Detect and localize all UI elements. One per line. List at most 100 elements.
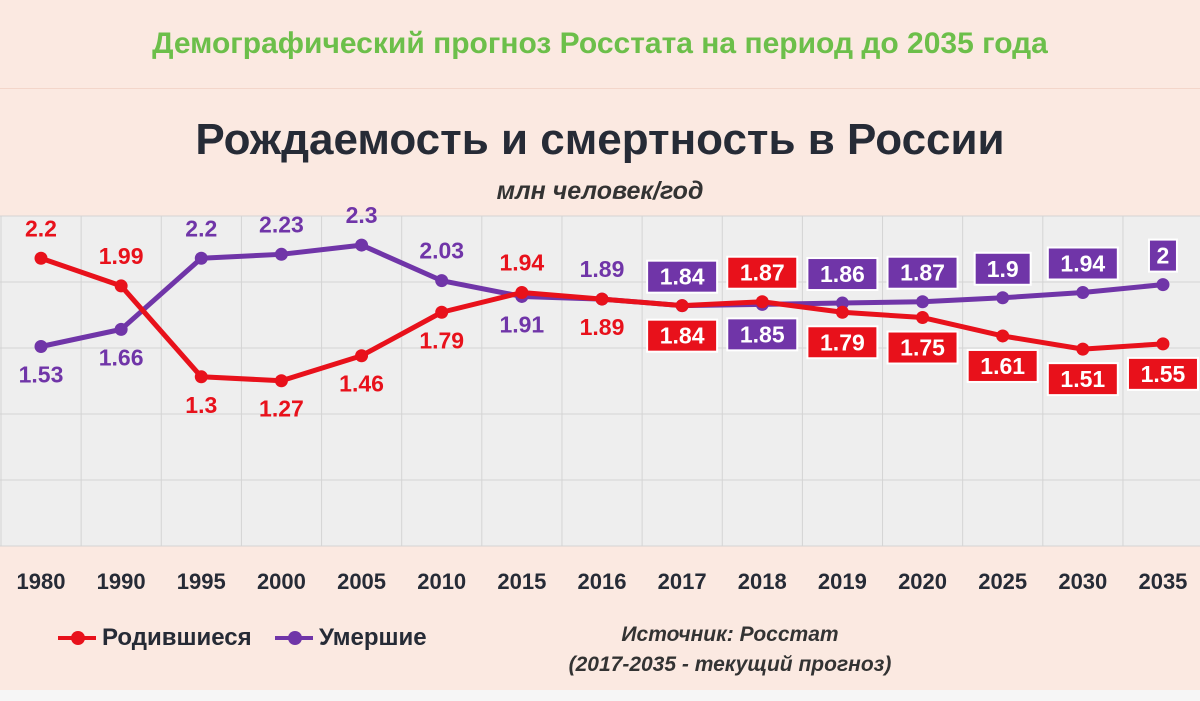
births-data-label: 1.84 (646, 318, 719, 353)
deaths-legend-swatch (275, 631, 313, 645)
births-data-label-text: 1.51 (1060, 366, 1105, 392)
births-data-label: 1.89 (580, 314, 625, 340)
x-tick-label: 2016 (578, 569, 627, 594)
births-data-label: 1.46 (339, 371, 384, 397)
births-point (355, 349, 369, 363)
deaths-data-label-box (1147, 238, 1178, 273)
deaths-point (916, 295, 930, 309)
source-line-1: Источник: Росстат (621, 623, 839, 646)
x-tick-label: 2035 (1138, 569, 1187, 594)
births-data-label-box (726, 255, 799, 290)
deaths-data-label-box (886, 255, 959, 290)
x-tick-label: 2005 (337, 569, 386, 594)
x-tick-label: 2018 (738, 569, 787, 594)
deaths-data-label-text: 1.94 (1060, 251, 1105, 277)
legend-item-deaths: Умершие (275, 624, 427, 652)
x-tick-label: 2030 (1058, 569, 1107, 594)
births-data-label-text: 1.75 (900, 335, 945, 361)
births-point (1076, 342, 1090, 356)
deaths-data-label: 1.91 (499, 311, 544, 337)
x-tick-label: 2017 (658, 569, 707, 594)
x-tick-label: 2000 (257, 569, 306, 594)
births-point (916, 311, 930, 325)
births-point (755, 295, 769, 309)
deaths-point (1076, 286, 1090, 300)
legend-label-births: Родившиеся (102, 624, 252, 651)
deaths-data-label: 1.9 (973, 251, 1032, 286)
births-point (595, 292, 609, 306)
deaths-data-label-box (646, 259, 719, 294)
source-line-2: (2017-2035 - текущий прогноз) (568, 653, 892, 676)
deaths-data-label-text: 1.85 (740, 321, 785, 347)
births-data-label: 1.94 (499, 250, 544, 276)
births-data-label-box (646, 318, 719, 353)
births-data-label-box (886, 330, 959, 365)
births-point (114, 279, 128, 293)
deaths-point (355, 238, 369, 252)
births-point (274, 374, 288, 388)
chart-title: Рождаемость и смертность в России (195, 115, 1005, 164)
deaths-data-label: 1.94 (1046, 246, 1119, 281)
births-data-label: 1.3 (185, 392, 217, 418)
x-tick-label: 2015 (497, 569, 546, 594)
x-tick-label: 2020 (898, 569, 947, 594)
deaths-data-label: 1.84 (646, 259, 719, 294)
births-data-label-text: 1.61 (980, 353, 1025, 379)
births-data-label-box (966, 348, 1039, 383)
x-tick-label: 1995 (177, 569, 226, 594)
deaths-data-label-text: 2 (1157, 243, 1170, 269)
line-chart: 1980 1990 1995 2000 2005 2010 2015 2016 2017 2018… (0, 202, 1200, 594)
deaths-data-label-box (1046, 246, 1119, 281)
births-data-label: 1.79 (419, 327, 464, 353)
deaths-data-label: 1.85 (726, 317, 799, 352)
deaths-point (194, 251, 208, 265)
x-tick-label: 1980 (17, 569, 66, 594)
x-tick-label: 2025 (978, 569, 1027, 594)
births-data-label: 1.79 (806, 325, 879, 360)
bottom-strip (0, 690, 1200, 701)
births-point (996, 329, 1010, 343)
deaths-data-label: 2.03 (419, 238, 464, 264)
births-data-label: 2.2 (25, 215, 57, 241)
source-note: Источник: Росстат (2017-2035 - текущий п… (530, 620, 930, 680)
births-data-label-box (806, 325, 879, 360)
deaths-data-label: 2.2 (185, 215, 217, 241)
x-tick-label: 1990 (97, 569, 146, 594)
births-data-label: 1.99 (99, 243, 144, 269)
banner-title: Демографический прогноз Росстата на пери… (152, 27, 1048, 60)
births-data-label-text: 1.87 (740, 260, 785, 286)
deaths-data-label-box (973, 251, 1032, 286)
deaths-point (835, 296, 849, 310)
chart-header: Рождаемость и смертность в России млн че… (0, 88, 1200, 217)
births-data-label: 1.87 (726, 255, 799, 290)
deaths-data-label: 1.89 (580, 256, 625, 282)
births-point (34, 251, 48, 265)
births-data-label: 1.27 (259, 396, 304, 422)
births-point (435, 305, 449, 319)
deaths-data-label-text: 1.9 (987, 256, 1019, 282)
deaths-point (114, 322, 128, 336)
births-data-label-text: 1.84 (660, 323, 705, 349)
deaths-point (1156, 278, 1170, 292)
deaths-data-label: 1.86 (806, 257, 879, 292)
deaths-data-label-text: 1.84 (660, 264, 705, 290)
births-point (194, 370, 208, 384)
births-data-label-box (1126, 356, 1199, 391)
x-tick-label: 2010 (417, 569, 466, 594)
deaths-data-label: 1.66 (99, 344, 144, 370)
deaths-point (435, 274, 449, 288)
legend-item-births: Родившиеся (58, 624, 252, 652)
x-tick-label: 2019 (818, 569, 867, 594)
births-legend-swatch (58, 631, 96, 645)
deaths-data-label-text: 1.87 (900, 260, 945, 286)
births-point (675, 299, 689, 313)
deaths-point (274, 247, 288, 261)
deaths-data-label-box (806, 257, 879, 292)
deaths-data-label-box (726, 317, 799, 352)
births-data-label: 1.51 (1046, 362, 1119, 397)
deaths-data-label: 2.23 (259, 211, 304, 237)
deaths-data-label: 1.87 (886, 255, 959, 290)
births-data-label-box (1046, 362, 1119, 397)
births-data-label: 1.55 (1126, 356, 1199, 391)
births-data-label-text: 1.55 (1141, 361, 1186, 387)
